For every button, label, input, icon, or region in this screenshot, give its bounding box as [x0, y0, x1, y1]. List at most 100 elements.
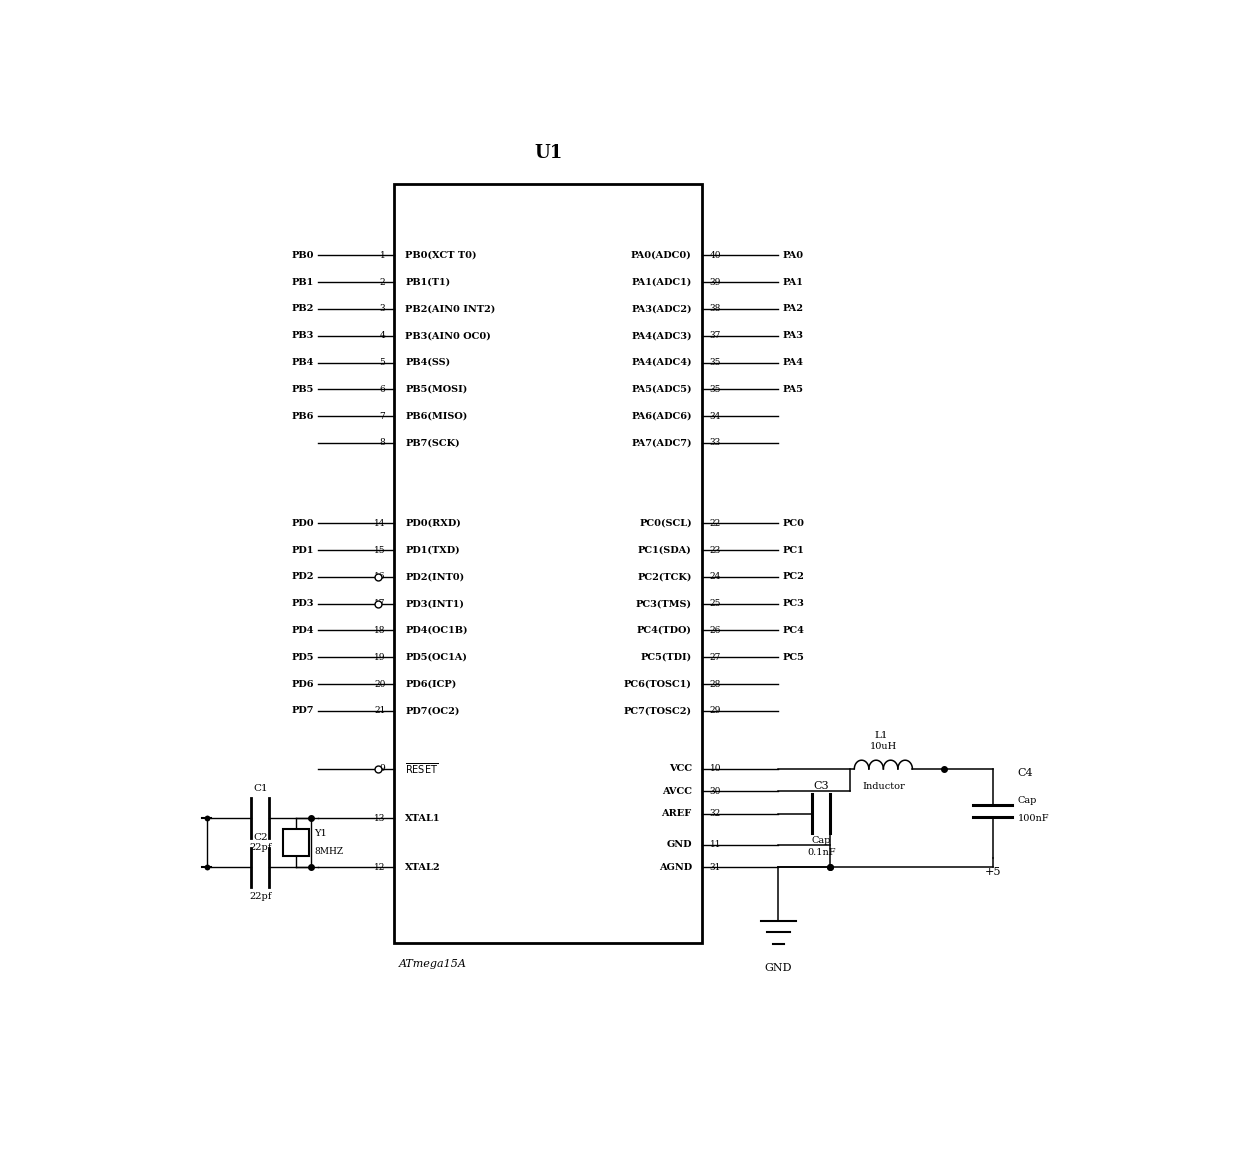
Text: PB0(XCT T0): PB0(XCT T0): [405, 251, 476, 260]
Text: C3: C3: [813, 781, 830, 791]
Text: PB4(SS): PB4(SS): [405, 358, 450, 367]
Text: GND: GND: [765, 963, 792, 973]
Text: PB0: PB0: [291, 251, 314, 260]
Text: 21: 21: [374, 706, 386, 716]
Text: PB4: PB4: [291, 358, 314, 367]
Text: PA5: PA5: [782, 385, 804, 393]
Text: 27: 27: [709, 653, 720, 661]
Text: 4: 4: [379, 332, 386, 340]
Text: 31: 31: [709, 863, 720, 871]
Text: PD4: PD4: [291, 626, 314, 635]
Text: 13: 13: [374, 813, 386, 822]
Text: AVCC: AVCC: [662, 786, 692, 796]
Text: VCC: VCC: [668, 764, 692, 774]
Text: C2: C2: [253, 833, 268, 842]
Text: PB2: PB2: [291, 304, 314, 313]
Text: 26: 26: [709, 626, 720, 635]
Bar: [283, 829, 310, 856]
Text: PD5: PD5: [291, 653, 314, 661]
Text: PB5(MOSI): PB5(MOSI): [405, 385, 467, 393]
Text: PD4(OC1B): PD4(OC1B): [405, 626, 467, 635]
Text: PB6: PB6: [291, 412, 314, 421]
Text: 32: 32: [709, 809, 720, 818]
Text: PC0: PC0: [782, 519, 805, 528]
Text: +5: +5: [985, 868, 1001, 877]
Text: PC3: PC3: [782, 600, 805, 608]
Text: 9: 9: [379, 764, 386, 774]
Text: PA2: PA2: [782, 304, 804, 313]
Text: 28: 28: [709, 680, 720, 689]
Text: PB3(AIN0 OC0): PB3(AIN0 OC0): [405, 332, 491, 340]
Text: L1: L1: [874, 731, 888, 740]
Text: PC6(TOSC1): PC6(TOSC1): [624, 680, 692, 689]
Text: Cap: Cap: [812, 836, 831, 844]
Text: PC1: PC1: [782, 545, 805, 554]
Text: XTAL1: XTAL1: [405, 813, 440, 822]
Text: AGND: AGND: [658, 863, 692, 871]
Text: PD3: PD3: [291, 600, 314, 608]
Text: 100nF: 100nF: [1018, 813, 1049, 822]
Text: 20: 20: [374, 680, 386, 689]
Text: 10uH: 10uH: [869, 742, 897, 751]
Text: 29: 29: [709, 706, 720, 716]
Text: ATmega15A: ATmega15A: [399, 959, 466, 969]
Text: PB5: PB5: [291, 385, 314, 393]
Text: XTAL2: XTAL2: [405, 863, 440, 871]
Text: PA3: PA3: [782, 332, 804, 340]
Bar: [394, 184, 703, 943]
Text: 34: 34: [709, 412, 720, 421]
Text: PB1: PB1: [291, 277, 314, 287]
Text: Inductor: Inductor: [862, 782, 905, 791]
Text: PD0(RXD): PD0(RXD): [405, 519, 461, 528]
Text: 8MHZ: 8MHZ: [314, 847, 343, 856]
Text: 10: 10: [709, 764, 722, 774]
Text: 17: 17: [374, 600, 386, 608]
Text: PA1(ADC1): PA1(ADC1): [631, 277, 692, 287]
Text: 35: 35: [709, 385, 722, 393]
Text: PB6(MISO): PB6(MISO): [405, 412, 467, 421]
Text: 0.1nF: 0.1nF: [807, 848, 836, 856]
Text: 40: 40: [709, 251, 722, 260]
Text: PA4(ADC4): PA4(ADC4): [631, 358, 692, 367]
Text: PB7(SCK): PB7(SCK): [405, 438, 460, 448]
Text: PC4: PC4: [782, 626, 805, 635]
Text: PA4(ADC3): PA4(ADC3): [631, 332, 692, 340]
Text: 22pf: 22pf: [249, 843, 272, 853]
Text: PD1(TXD): PD1(TXD): [405, 545, 460, 554]
Text: PD6: PD6: [291, 680, 314, 689]
Text: PC0(SCL): PC0(SCL): [639, 519, 692, 528]
Text: 14: 14: [374, 519, 386, 528]
Text: 15: 15: [373, 545, 386, 554]
Text: PA5(ADC5): PA5(ADC5): [631, 385, 692, 393]
Text: PD5(OC1A): PD5(OC1A): [405, 653, 467, 661]
Text: PC2(TCK): PC2(TCK): [637, 572, 692, 581]
Text: PD2(INT0): PD2(INT0): [405, 572, 464, 581]
Text: PD3(INT1): PD3(INT1): [405, 600, 464, 608]
Text: PB2(AIN0 INT2): PB2(AIN0 INT2): [405, 304, 495, 313]
Text: 23: 23: [709, 545, 720, 554]
Text: PB1(T1): PB1(T1): [405, 277, 450, 287]
Text: 8: 8: [379, 438, 386, 448]
Text: 33: 33: [709, 438, 720, 448]
Text: 1: 1: [379, 251, 386, 260]
Text: 6: 6: [379, 385, 386, 393]
Text: PC5(TDI): PC5(TDI): [641, 653, 692, 661]
Text: AREF: AREF: [661, 809, 692, 818]
Text: PC2: PC2: [782, 572, 805, 581]
Text: PD7: PD7: [291, 706, 314, 716]
Text: 11: 11: [709, 840, 722, 849]
Text: Cap: Cap: [1018, 796, 1037, 805]
Text: PD6(ICP): PD6(ICP): [405, 680, 456, 689]
Text: PA7(ADC7): PA7(ADC7): [631, 438, 692, 448]
Text: PD1: PD1: [291, 545, 314, 554]
Text: PC4(TDO): PC4(TDO): [637, 626, 692, 635]
Text: 24: 24: [709, 572, 720, 581]
Text: 22pf: 22pf: [249, 892, 272, 901]
Text: 2: 2: [379, 277, 386, 287]
Text: 12: 12: [374, 863, 386, 871]
Text: PA3(ADC2): PA3(ADC2): [631, 304, 692, 313]
Text: 18: 18: [374, 626, 386, 635]
Text: 39: 39: [709, 277, 720, 287]
Text: 30: 30: [709, 786, 720, 796]
Text: PD2: PD2: [291, 572, 314, 581]
